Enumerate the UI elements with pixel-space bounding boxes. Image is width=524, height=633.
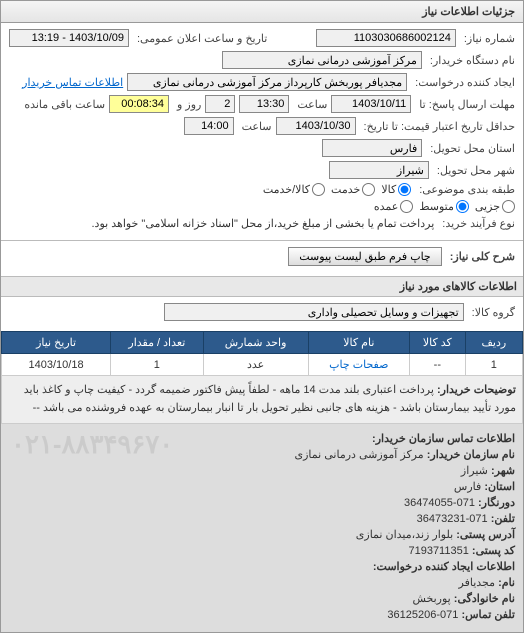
qty-opt-1[interactable]: متوسط	[419, 200, 469, 213]
f-addr-val: بلوار زند،میدان نمازی	[356, 529, 453, 541]
budget-opt-2[interactable]: کالا/خدمت	[263, 183, 325, 196]
budget-radio-0[interactable]	[398, 183, 411, 196]
cell-date: 1403/10/18	[2, 354, 111, 376]
budget-radio-1[interactable]	[362, 183, 375, 196]
f-lname-val: پوربخش	[412, 593, 450, 605]
f-lname-lbl: نام خانوادگی:	[454, 593, 515, 605]
pub-dt-field	[9, 29, 129, 47]
col-code: کد کالا	[409, 332, 465, 354]
desc-label: توضیحات خریدار:	[437, 384, 516, 396]
validity-time	[184, 117, 234, 135]
summary-label: شرح کلی نیاز:	[450, 250, 515, 263]
budget-opt-0[interactable]: کالا	[381, 183, 411, 196]
cell-name[interactable]: صفحات چاپ	[308, 354, 409, 376]
req-no-field	[316, 29, 456, 47]
budget-radio-2[interactable]	[312, 183, 325, 196]
deliver-city-label: شهر محل تحویل:	[437, 164, 515, 177]
f-tel-val: 071-36473231	[417, 513, 488, 525]
cell-row: 1	[465, 354, 522, 376]
validity-date	[276, 117, 356, 135]
buyer-org-field	[222, 51, 422, 69]
items-header: اطلاعات کالاهای مورد نیاز	[1, 276, 523, 297]
deliver-prov-field	[322, 139, 422, 157]
buyer-org-label: نام دستگاه خریدار:	[430, 54, 515, 67]
validity-time-lbl: ساعت	[242, 120, 272, 133]
cell-code: --	[409, 354, 465, 376]
deadline-label: مهلت ارسال پاسخ: تا	[419, 98, 515, 111]
proc-note-text: پرداخت تمام یا بخشی از مبلغ خرید،از محل …	[91, 217, 434, 230]
cell-unit: عدد	[203, 354, 308, 376]
qty-radio-group: جزیی متوسط عمده	[374, 200, 515, 213]
deadline-days-lbl: روز و	[177, 98, 201, 111]
f-ctel-val: 071-36125206	[387, 609, 458, 621]
deadline-time-lbl: ساعت	[297, 98, 327, 111]
creator-label: ایجاد کننده درخواست:	[415, 76, 515, 89]
col-date: تاریخ نیاز	[2, 332, 111, 354]
f-ctel-lbl: تلفن تماس:	[461, 609, 515, 621]
qty-opt-2[interactable]: عمده	[374, 200, 413, 213]
qty-opt-0[interactable]: جزیی	[475, 200, 515, 213]
goods-group-field	[164, 303, 464, 321]
footer-header: اطلاعات تماس سازمان خریدار:	[372, 433, 515, 445]
req-no-label: شماره نیاز:	[464, 32, 515, 45]
f-prov-lbl: استان:	[484, 481, 515, 493]
print-form-button[interactable]: چاپ فرم طبق لیست پیوست	[288, 247, 441, 266]
contact-link[interactable]: اطلاعات تماس خریدار	[22, 76, 123, 89]
budget-opt-1[interactable]: خدمت	[331, 183, 375, 196]
proc-note-label: نوع فرآیند خرید:	[442, 217, 515, 230]
budget-label: طبقه بندی موضوعی:	[419, 183, 515, 196]
f-org-val: مرکز آموزشی درمانی نمازی	[295, 449, 424, 461]
f-creator-hdr: اطلاعات ایجاد کننده درخواست:	[373, 561, 515, 573]
goods-group-label: گروه کالا:	[472, 306, 515, 319]
budget-radio-group: کالا خدمت کالا/خدمت	[263, 183, 411, 196]
cell-qty: 1	[111, 354, 203, 376]
deadline-remaining	[109, 95, 169, 113]
summary-section: شرح کلی نیاز: چاپ فرم طبق لیست پیوست	[1, 240, 523, 276]
f-zip-lbl: کد پستی:	[472, 545, 515, 557]
f-addr-lbl: آدرس پستی:	[456, 529, 515, 541]
f-fax-val: 071-36474055	[404, 497, 475, 509]
description-row: توضیحات خریدار: پرداخت اعتباری بلند مدت …	[2, 376, 523, 424]
f-fax-lbl: دورنگار:	[478, 497, 515, 509]
panel-title: جزئیات اطلاعات نیاز	[1, 1, 523, 23]
validity-label: حداقل تاریخ اعتبار قیمت: تا تاریخ:	[364, 120, 515, 133]
footer-section: ۰۲۱-۸۸۳۴۹۶۷۰ اطلاعات تماس سازمان خریدار:…	[1, 424, 523, 632]
col-row: ردیف	[465, 332, 522, 354]
table-header-row: ردیف کد کالا نام کالا واحد شمارش تعداد /…	[2, 332, 523, 354]
col-qty: تعداد / مقدار	[111, 332, 203, 354]
f-tel-lbl: تلفن:	[491, 513, 515, 525]
deadline-days	[205, 95, 235, 113]
deliver-prov-label: استان محل تحویل:	[430, 142, 515, 155]
col-name: نام کالا	[308, 332, 409, 354]
f-name-lbl: نام:	[498, 577, 515, 589]
col-unit: واحد شمارش	[203, 332, 308, 354]
goods-section: گروه کالا:	[1, 297, 523, 331]
f-prov-val: فارس	[454, 481, 481, 493]
qty-radio-0[interactable]	[502, 200, 515, 213]
f-city-val: شیراز	[461, 465, 488, 477]
f-name-val: مجدیافر	[459, 577, 496, 589]
qty-radio-1[interactable]	[456, 200, 469, 213]
detail-panel: جزئیات اطلاعات نیاز شماره نیاز: تاریخ و …	[0, 0, 524, 633]
f-zip-val: 7193711351	[408, 545, 468, 557]
items-table: ردیف کد کالا نام کالا واحد شمارش تعداد /…	[1, 331, 523, 424]
main-section: شماره نیاز: تاریخ و ساعت اعلان عمومی: نا…	[1, 23, 523, 240]
f-org-lbl: نام سازمان خریدار:	[427, 449, 515, 461]
table-row[interactable]: 1 -- صفحات چاپ عدد 1 1403/10/18	[2, 354, 523, 376]
deadline-remain-lbl: ساعت باقی مانده	[24, 98, 105, 111]
pub-dt-label: تاریخ و ساعت اعلان عمومی:	[137, 32, 267, 45]
deadline-time	[239, 95, 289, 113]
f-city-lbl: شهر:	[491, 465, 515, 477]
qty-radio-2[interactable]	[400, 200, 413, 213]
deliver-city-field	[329, 161, 429, 179]
deadline-date	[331, 95, 411, 113]
creator-field	[127, 73, 407, 91]
